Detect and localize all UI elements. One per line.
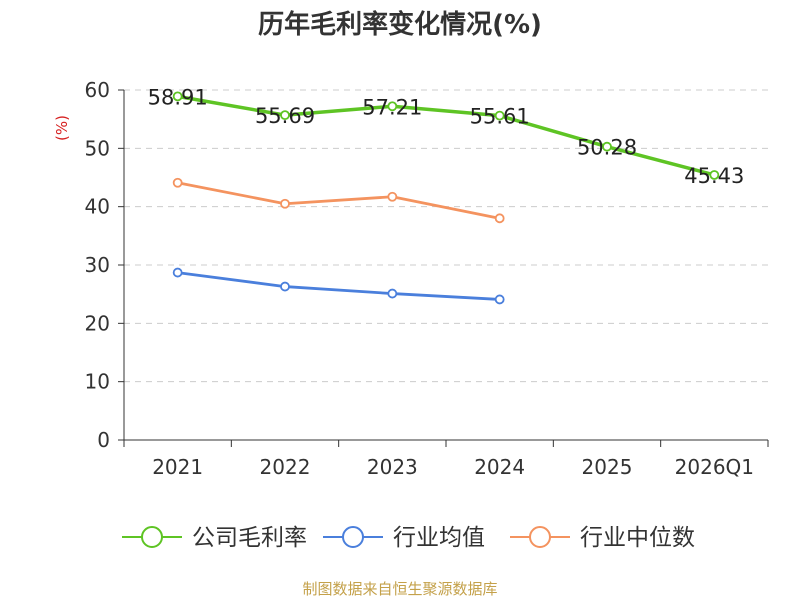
data-point — [387, 288, 398, 299]
x-tick-label: 2024 — [474, 455, 525, 479]
legend-marker-1 — [342, 526, 364, 548]
source-note: 制图数据来自恒生聚源数据库 — [302, 580, 498, 598]
y-tick-label: 40 — [85, 195, 110, 219]
data-label: 58.91 — [148, 85, 208, 109]
x-tick-label: 2022 — [260, 455, 311, 479]
legend-label-1: 行业均值 — [393, 525, 485, 551]
data-label: 45.43 — [684, 164, 744, 188]
chart-title: 历年毛利率变化情况(%) — [258, 10, 542, 40]
y-tick-label: 0 — [97, 428, 110, 452]
legend[interactable]: 公司毛利率 行业均值 行业中位数 — [122, 525, 695, 551]
data-point — [387, 101, 398, 112]
data-point — [709, 170, 720, 180]
data-point — [494, 294, 505, 305]
grid-layer — [124, 89, 768, 383]
y-axis-label: (%) — [53, 115, 71, 141]
data-point — [280, 198, 290, 209]
data-point — [494, 213, 505, 224]
series-line-0 — [177, 94, 715, 177]
data-label: 55.61 — [470, 105, 530, 129]
y-tick-label: 50 — [85, 136, 110, 160]
legend-label-2: 行业中位数 — [580, 525, 695, 551]
series-line-2 — [177, 181, 500, 220]
data-point — [280, 110, 290, 121]
y-tick-label: 10 — [85, 370, 110, 394]
x-tick-label: 2026Q1 — [675, 455, 754, 479]
axis-layer: 0 10 20 30 40 50 60 2021 2022 2023 2024 2025 2026Q1 (… — [53, 78, 769, 479]
x-tick-label: 2021 — [152, 455, 203, 479]
data-point — [172, 91, 183, 102]
data-label: 55.69 — [255, 104, 315, 128]
data-point — [172, 177, 183, 188]
legend-marker-2 — [529, 526, 551, 548]
data-point — [494, 110, 505, 121]
data-point — [172, 267, 183, 278]
data-point — [280, 281, 290, 292]
series-layer — [172, 91, 720, 305]
x-tick-label: 2023 — [367, 455, 418, 479]
legend-marker-0 — [141, 526, 163, 548]
data-label: 57.21 — [362, 95, 422, 119]
series-line-1 — [177, 271, 500, 301]
data-point — [602, 141, 612, 152]
legend-label-0: 公司毛利率 — [192, 525, 307, 551]
data-label: 50.28 — [577, 136, 637, 160]
y-tick-label: 60 — [85, 78, 110, 102]
x-tick-label: 2025 — [582, 455, 633, 479]
y-tick-label: 30 — [85, 253, 110, 277]
data-label-layer: 58.91 55.69 57.21 55.61 50.28 45.43 — [148, 85, 745, 188]
data-point — [387, 191, 398, 202]
y-tick-label: 20 — [85, 311, 110, 335]
